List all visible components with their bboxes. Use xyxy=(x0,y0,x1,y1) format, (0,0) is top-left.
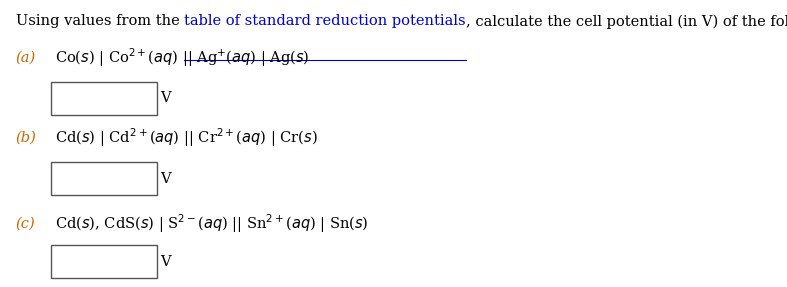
Text: Cd($s$) | Cd$^{2+}$($aq$) || Cr$^{2+}$($aq$) | Cr($s$): Cd($s$) | Cd$^{2+}$($aq$) || Cr$^{2+}$($… xyxy=(55,126,318,149)
FancyBboxPatch shape xyxy=(51,82,157,115)
Text: table of standard reduction potentials: table of standard reduction potentials xyxy=(184,14,466,28)
FancyBboxPatch shape xyxy=(51,162,157,195)
Text: Co($s$) | Co$^{2+}$($aq$) || Ag$^{+}$($aq$) | Ag($s$): Co($s$) | Co$^{2+}$($aq$) || Ag$^{+}$($a… xyxy=(55,46,310,69)
Text: Cd($s$), CdS($s$) | S$^{2-}$($aq$) || Sn$^{2+}$($aq$) | Sn($s$): Cd($s$), CdS($s$) | S$^{2-}$($aq$) || Sn… xyxy=(55,212,369,235)
FancyBboxPatch shape xyxy=(51,245,157,278)
Text: V: V xyxy=(161,255,172,269)
Text: (c): (c) xyxy=(16,217,35,231)
Text: Using values from the: Using values from the xyxy=(16,14,184,28)
Text: , calculate the cell potential (in V) of the following cells.: , calculate the cell potential (in V) of… xyxy=(466,14,787,29)
Text: (a): (a) xyxy=(16,51,36,64)
Text: V: V xyxy=(161,91,172,105)
Text: (b): (b) xyxy=(16,131,37,145)
Text: V: V xyxy=(161,172,172,186)
